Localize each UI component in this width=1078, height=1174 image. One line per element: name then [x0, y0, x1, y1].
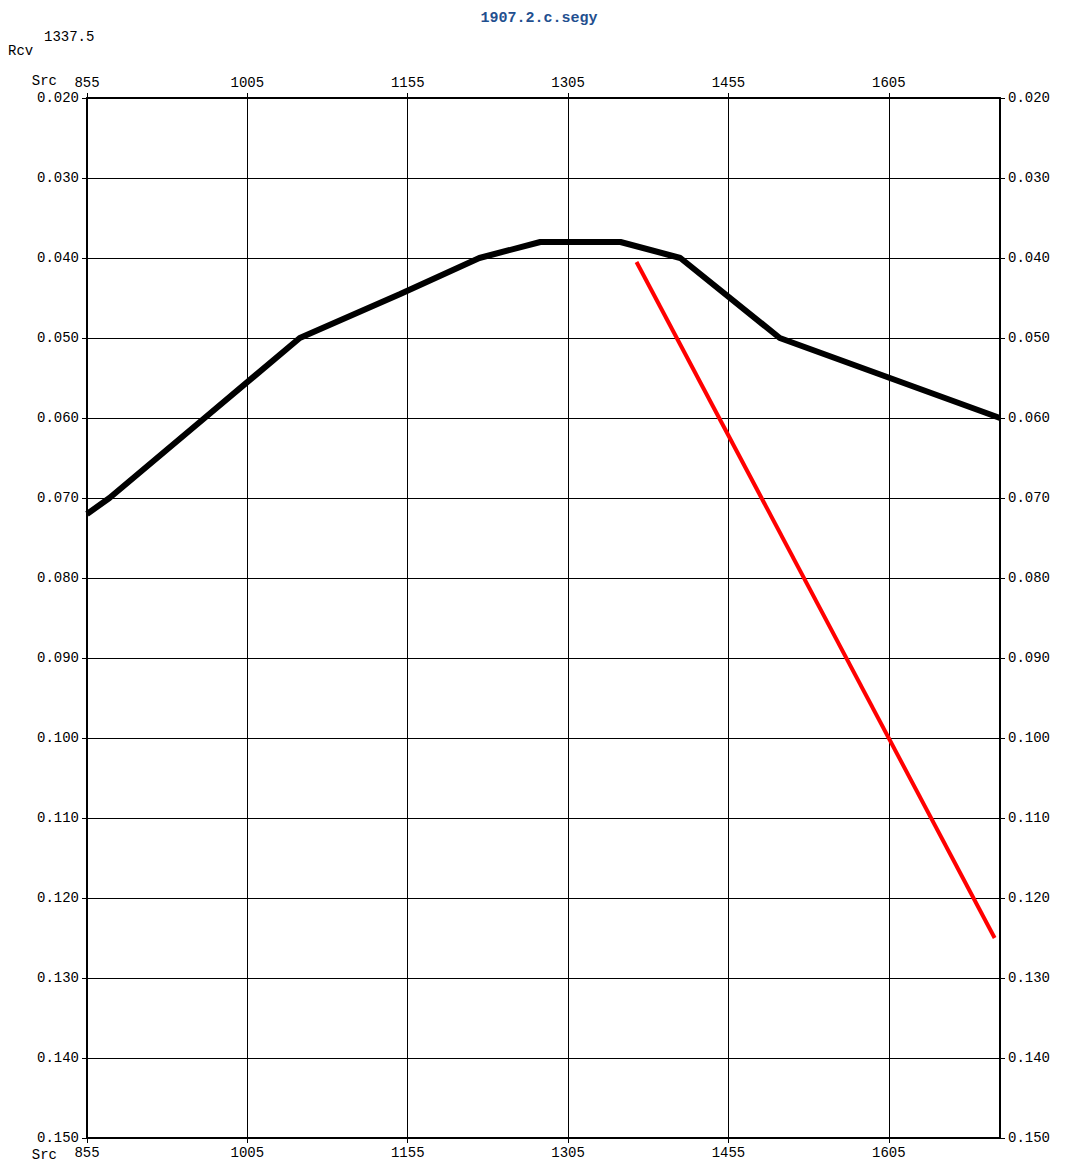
svg-text:0.090: 0.090 [1008, 650, 1050, 666]
svg-text:1305: 1305 [551, 75, 585, 91]
svg-text:0.080: 0.080 [1008, 570, 1050, 586]
svg-text:0.130: 0.130 [37, 970, 79, 986]
svg-text:0.140: 0.140 [1008, 1050, 1050, 1066]
svg-text:1155: 1155 [391, 75, 425, 91]
svg-text:0.030: 0.030 [37, 170, 79, 186]
svg-text:Src: Src [32, 73, 57, 89]
svg-text:0.150: 0.150 [1008, 1130, 1050, 1146]
svg-text:0.150: 0.150 [37, 1130, 79, 1146]
svg-text:0.100: 0.100 [37, 730, 79, 746]
svg-text:0.110: 0.110 [37, 810, 79, 826]
svg-text:0.090: 0.090 [37, 650, 79, 666]
svg-text:1907.2.c.segy: 1907.2.c.segy [480, 10, 597, 27]
svg-text:1605: 1605 [872, 75, 906, 91]
svg-text:Src: Src [32, 1147, 57, 1163]
svg-text:0.120: 0.120 [1008, 890, 1050, 906]
svg-text:0.080: 0.080 [37, 570, 79, 586]
svg-text:0.040: 0.040 [37, 250, 79, 266]
svg-text:1455: 1455 [712, 75, 746, 91]
svg-text:855: 855 [74, 1145, 99, 1161]
svg-text:0.050: 0.050 [1008, 330, 1050, 346]
svg-text:1005: 1005 [231, 75, 265, 91]
svg-text:0.040: 0.040 [1008, 250, 1050, 266]
svg-text:1337.5: 1337.5 [44, 29, 94, 45]
svg-text:0.030: 0.030 [1008, 170, 1050, 186]
svg-text:0.070: 0.070 [1008, 490, 1050, 506]
svg-text:1305: 1305 [551, 1145, 585, 1161]
svg-text:0.060: 0.060 [1008, 410, 1050, 426]
svg-text:Rcv: Rcv [8, 43, 33, 59]
svg-text:0.050: 0.050 [37, 330, 79, 346]
svg-text:0.020: 0.020 [1008, 90, 1050, 106]
svg-text:0.120: 0.120 [37, 890, 79, 906]
svg-text:0.140: 0.140 [37, 1050, 79, 1066]
svg-text:0.020: 0.020 [37, 90, 79, 106]
svg-text:1605: 1605 [872, 1145, 906, 1161]
svg-text:0.110: 0.110 [1008, 810, 1050, 826]
svg-text:1155: 1155 [391, 1145, 425, 1161]
svg-text:1455: 1455 [712, 1145, 746, 1161]
svg-text:0.060: 0.060 [37, 410, 79, 426]
svg-text:0.070: 0.070 [37, 490, 79, 506]
svg-text:1005: 1005 [231, 1145, 265, 1161]
svg-text:855: 855 [74, 75, 99, 91]
svg-text:0.100: 0.100 [1008, 730, 1050, 746]
svg-text:0.130: 0.130 [1008, 970, 1050, 986]
